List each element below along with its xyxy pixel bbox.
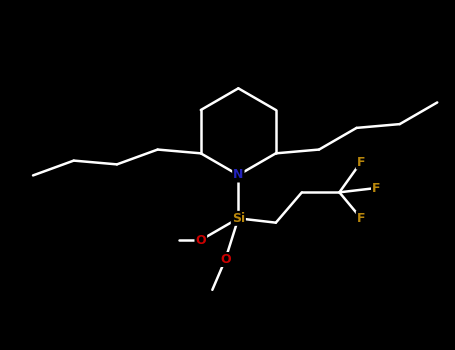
Text: N: N	[233, 168, 243, 182]
Text: F: F	[357, 212, 365, 225]
Text: Si: Si	[232, 212, 245, 225]
Text: O: O	[196, 233, 206, 246]
Text: F: F	[372, 182, 380, 195]
Text: F: F	[357, 155, 365, 168]
Text: O: O	[220, 253, 231, 266]
